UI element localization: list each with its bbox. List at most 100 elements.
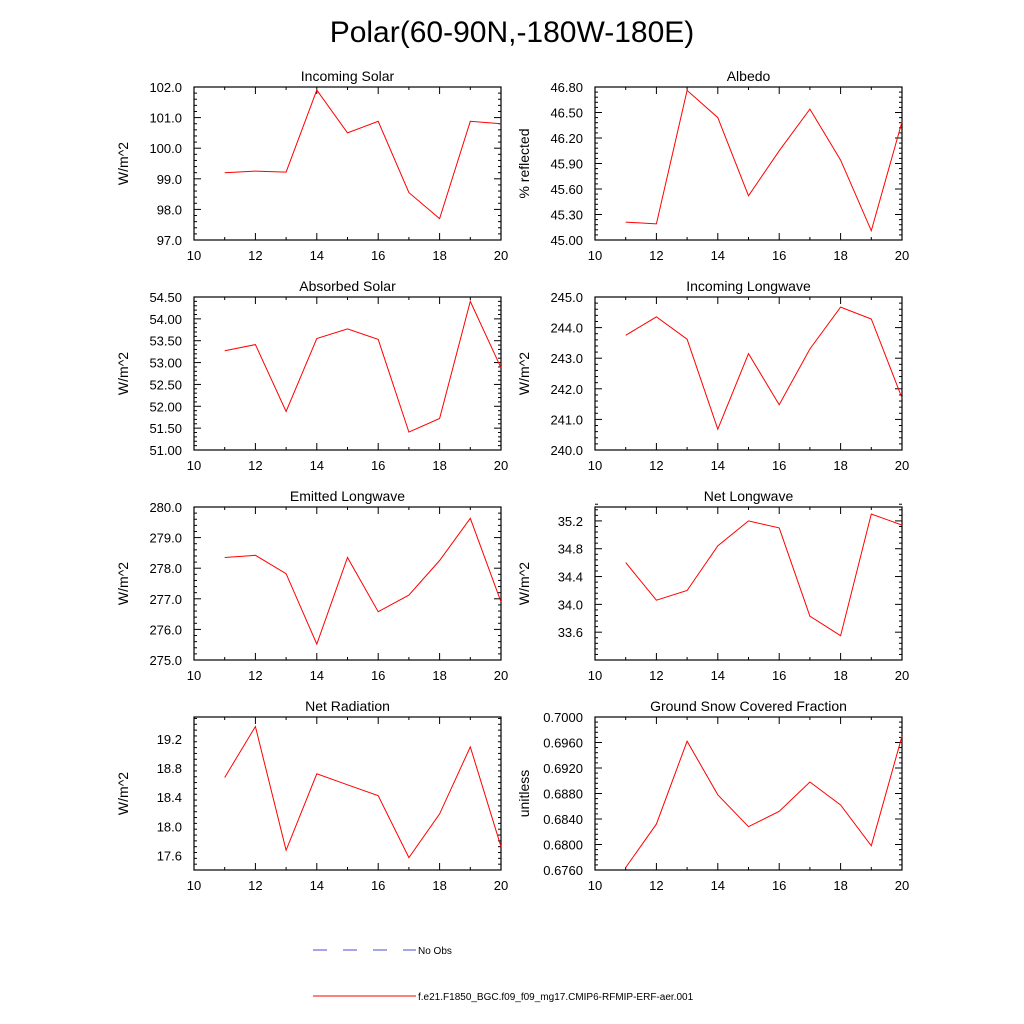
y-axis-label: W/m^2 [516,352,532,395]
x-tick-label: 18 [432,668,446,683]
x-tick-label: 14 [310,668,324,683]
y-tick-label: 240.0 [550,443,583,458]
y-tick-label: 0.7000 [543,710,583,725]
chart-albedo: 10 12 14 16 18 20 45.00 45.30 45.60 45.90 46.20 46.… [516,68,909,263]
y-tick-label: 45.30 [550,208,583,223]
series-line [224,517,502,646]
series-line [625,306,903,431]
chart-net-longwave: 10 12 14 16 18 20 33.6 34.0 34.4 34.8 35.2 Net Long… [516,488,909,683]
chart-incoming-longwave: 10 12 14 16 18 20 240.0 241.0 242.0 243.0 244.0 245… [516,278,909,473]
y-tick-label: 98.0 [157,202,182,217]
plot-frame [594,86,903,241]
x-tick-label: 10 [187,878,201,893]
y-tick-label: 0.6800 [543,838,583,853]
plot-frame [594,506,903,661]
y-tick-label: 241.0 [550,412,583,427]
figure-title: Polar(60-90N,-180W-180E) [330,16,695,49]
y-tick-label: 34.0 [558,597,583,612]
y-tick-label: 280.0 [149,500,182,515]
series-line [625,89,903,233]
y-tick-label: 97.0 [157,233,182,248]
legend-obs-label: No Obs [418,946,452,957]
y-axis-label: W/m^2 [115,562,131,605]
x-tick-label: 10 [588,248,602,263]
x-tick-label: 18 [833,458,847,473]
y-tick-label: 34.4 [558,570,583,585]
y-axis-label: W/m^2 [115,352,131,395]
x-tick-label: 18 [833,248,847,263]
x-tick-label: 12 [248,458,262,473]
x-tick-label: 16 [371,458,385,473]
chart-absorbed-solar: 10 12 14 16 18 20 51.00 51.50 52.00 52.50 53.00 53.… [115,278,508,473]
y-axis-label: % reflected [516,128,532,198]
x-tick-label: 12 [248,878,262,893]
y-tick-label: 99.0 [157,172,182,187]
x-tick-label: 20 [895,878,909,893]
x-tick-label: 14 [711,878,725,893]
x-tick-label: 14 [310,458,324,473]
y-tick-label: 277.0 [149,592,182,607]
x-tick-label: 10 [588,878,602,893]
x-tick-label: 10 [588,458,602,473]
y-tick-label: 242.0 [550,382,583,397]
y-tick-label: 102.0 [149,80,182,95]
y-axis-label: unitless [516,770,532,817]
y-tick-label: 51.50 [149,421,182,436]
y-tick-label: 245.0 [550,290,583,305]
x-tick-label: 12 [649,458,663,473]
y-tick-label: 45.00 [550,233,583,248]
chart-panels: 10 12 14 16 18 20 97.0 98.0 99.0 100.0 101.0 102.0 I… [115,68,909,893]
x-tick-label: 14 [711,668,725,683]
y-tick-label: 278.0 [149,561,182,576]
y-tick-label: 101.0 [149,111,182,126]
y-tick-label: 54.00 [149,312,182,327]
panel-title: Incoming Longwave [686,278,811,294]
y-tick-label: 53.50 [149,334,182,349]
panel-title: Albedo [727,68,771,84]
y-tick-label: 18.4 [157,790,182,805]
panel-title: Emitted Longwave [290,488,405,504]
x-tick-label: 20 [895,458,909,473]
y-tick-label: 33.6 [558,625,583,640]
panel-title: Incoming Solar [301,68,395,84]
y-tick-label: 35.2 [558,514,583,529]
x-tick-label: 20 [494,458,508,473]
panel-title: Net Radiation [305,698,390,714]
x-tick-label: 16 [772,878,786,893]
x-tick-label: 12 [248,668,262,683]
x-tick-label: 20 [895,668,909,683]
series-line [224,89,502,220]
y-tick-label: 18.8 [157,761,182,776]
x-tick-label: 18 [432,878,446,893]
y-tick-label: 54.50 [149,290,182,305]
plot-frame [594,716,903,871]
x-tick-label: 20 [494,878,508,893]
x-tick-label: 14 [310,248,324,263]
panel-title: Net Longwave [704,488,794,504]
y-tick-label: 53.00 [149,356,182,371]
y-tick-label: 0.6920 [543,761,583,776]
plot-frame [193,86,502,241]
series-line [625,513,903,637]
x-tick-label: 18 [432,458,446,473]
y-tick-label: 46.20 [550,131,583,146]
y-tick-label: 279.0 [149,531,182,546]
y-tick-label: 19.2 [157,732,182,747]
y-axis-label: W/m^2 [115,772,131,815]
x-tick-label: 14 [711,458,725,473]
x-tick-label: 14 [310,878,324,893]
x-tick-label: 20 [494,668,508,683]
x-tick-label: 18 [833,878,847,893]
x-tick-label: 10 [187,248,201,263]
plot-frame [193,716,502,871]
x-tick-label: 16 [371,248,385,263]
series-line [224,725,502,859]
panel-title: Absorbed Solar [299,278,396,294]
y-tick-label: 17.6 [157,848,182,863]
panel-title: Ground Snow Covered Fraction [650,698,847,714]
x-tick-label: 10 [187,458,201,473]
chart-net-radiation: 10 12 14 16 18 20 17.6 18.0 18.4 18.8 19.2 Net Radi… [115,698,508,893]
x-tick-label: 16 [772,458,786,473]
y-tick-label: 244.0 [550,321,583,336]
x-tick-label: 10 [187,668,201,683]
